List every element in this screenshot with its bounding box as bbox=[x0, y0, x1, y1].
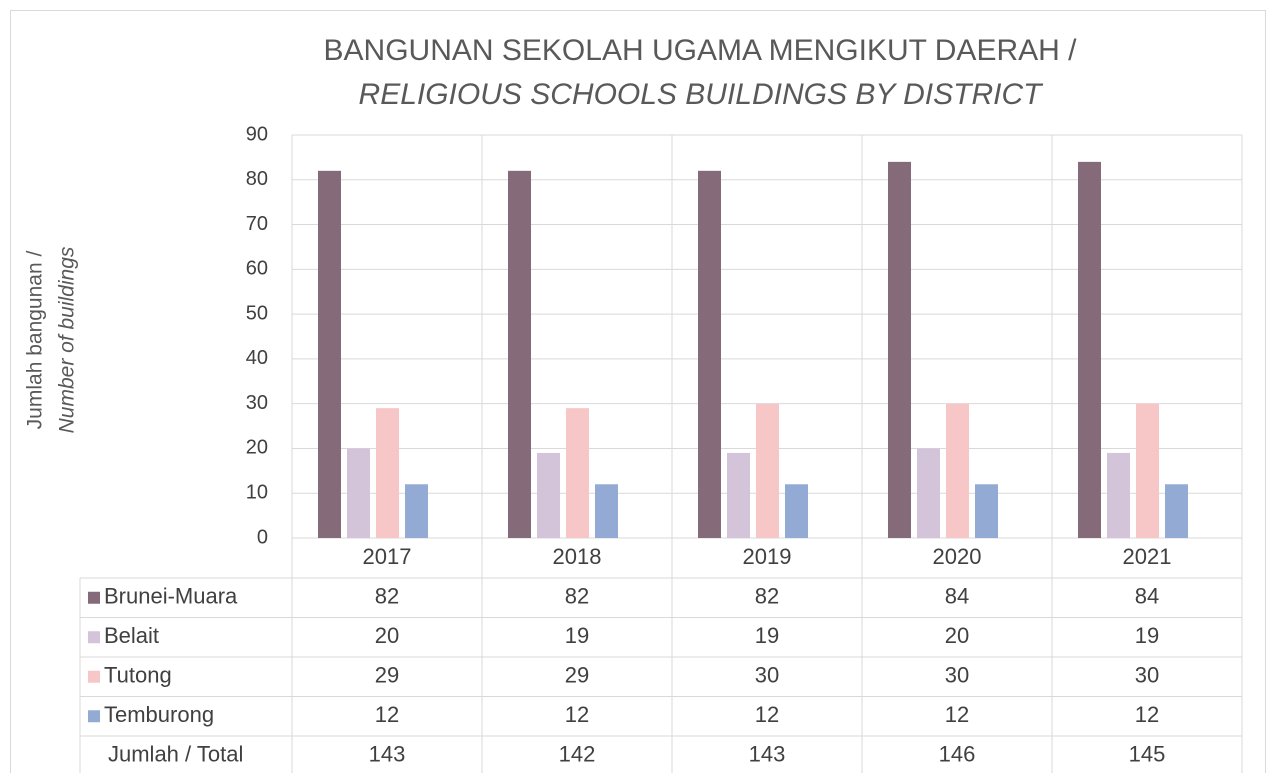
table-cell: 12 bbox=[755, 702, 779, 727]
table-cell: 12 bbox=[945, 702, 969, 727]
total-cell: 145 bbox=[1129, 742, 1166, 767]
bar bbox=[1165, 484, 1188, 538]
bar bbox=[975, 484, 998, 538]
bar bbox=[1107, 452, 1130, 538]
legend-key bbox=[88, 591, 100, 604]
table-cell: 19 bbox=[755, 623, 779, 648]
table-cell: 19 bbox=[1135, 623, 1159, 648]
x-tick-label: 2017 bbox=[363, 544, 412, 569]
bar bbox=[917, 448, 940, 538]
table-cell: 19 bbox=[565, 623, 589, 648]
table-cell: 12 bbox=[1135, 702, 1159, 727]
y-tick-label: 50 bbox=[246, 302, 268, 324]
legend-label: Temburong bbox=[104, 702, 214, 727]
total-label: Jumlah / Total bbox=[108, 742, 243, 767]
x-tick-label: 2019 bbox=[743, 544, 792, 569]
table-cell: 82 bbox=[565, 584, 589, 609]
chart-border bbox=[10, 10, 1266, 773]
table-cell: 84 bbox=[1135, 584, 1159, 609]
legend-label: Brunei-Muara bbox=[104, 584, 238, 609]
bar bbox=[756, 403, 779, 538]
table-cell: 12 bbox=[375, 702, 399, 727]
bar bbox=[698, 170, 721, 539]
chart-title: BANGUNAN SEKOLAH UGAMA MENGIKUT DAERAH / bbox=[324, 34, 1078, 67]
table-cell: 12 bbox=[565, 702, 589, 727]
y-tick-label: 70 bbox=[246, 213, 268, 235]
y-tick-label: 60 bbox=[246, 258, 268, 280]
x-tick-label: 2020 bbox=[933, 544, 982, 569]
table-cell: 29 bbox=[565, 663, 589, 688]
bar bbox=[566, 408, 589, 538]
bar bbox=[508, 170, 531, 539]
x-tick-label: 2018 bbox=[553, 544, 602, 569]
legend-key bbox=[88, 631, 100, 644]
total-cell: 143 bbox=[749, 742, 786, 767]
bar bbox=[1136, 403, 1159, 538]
total-cell: 143 bbox=[369, 742, 406, 767]
y-axis-title: Jumlah bangunan / bbox=[24, 251, 47, 430]
table-cell: 30 bbox=[945, 663, 969, 688]
bar bbox=[318, 170, 341, 539]
table-cell: 84 bbox=[945, 584, 969, 609]
legend-key bbox=[88, 670, 100, 683]
bar bbox=[405, 484, 428, 538]
table-cell: 20 bbox=[945, 623, 969, 648]
y-tick-label: 90 bbox=[246, 123, 268, 145]
total-cell: 146 bbox=[939, 742, 976, 767]
y-tick-label: 80 bbox=[246, 168, 268, 190]
bar bbox=[1078, 161, 1101, 538]
bar bbox=[376, 408, 399, 538]
y-tick-label: 0 bbox=[257, 526, 268, 548]
legend-label: Tutong bbox=[104, 663, 172, 688]
table-cell: 30 bbox=[1135, 663, 1159, 688]
bar bbox=[537, 452, 560, 538]
legend-key bbox=[88, 710, 100, 723]
y-tick-label: 30 bbox=[246, 392, 268, 414]
y-axis-title: Number of buildings bbox=[56, 246, 79, 433]
table-cell: 20 bbox=[375, 623, 399, 648]
bar bbox=[946, 403, 969, 538]
bar bbox=[727, 452, 750, 538]
legend-label: Belait bbox=[104, 623, 159, 648]
y-tick-label: 20 bbox=[246, 437, 268, 459]
bar bbox=[888, 161, 911, 538]
x-tick-label: 2021 bbox=[1123, 544, 1172, 569]
table-cell: 82 bbox=[375, 584, 399, 609]
table-cell: 30 bbox=[755, 663, 779, 688]
y-tick-label: 10 bbox=[246, 482, 268, 504]
bar bbox=[347, 448, 370, 538]
chart-subtitle: RELIGIOUS SCHOOLS BUILDINGS BY DISTRICT bbox=[359, 78, 1045, 111]
table-cell: 82 bbox=[755, 584, 779, 609]
bar bbox=[785, 484, 808, 538]
y-tick-label: 40 bbox=[246, 347, 268, 369]
table-cell: 29 bbox=[375, 663, 399, 688]
total-cell: 142 bbox=[559, 742, 596, 767]
bar bbox=[595, 484, 618, 538]
